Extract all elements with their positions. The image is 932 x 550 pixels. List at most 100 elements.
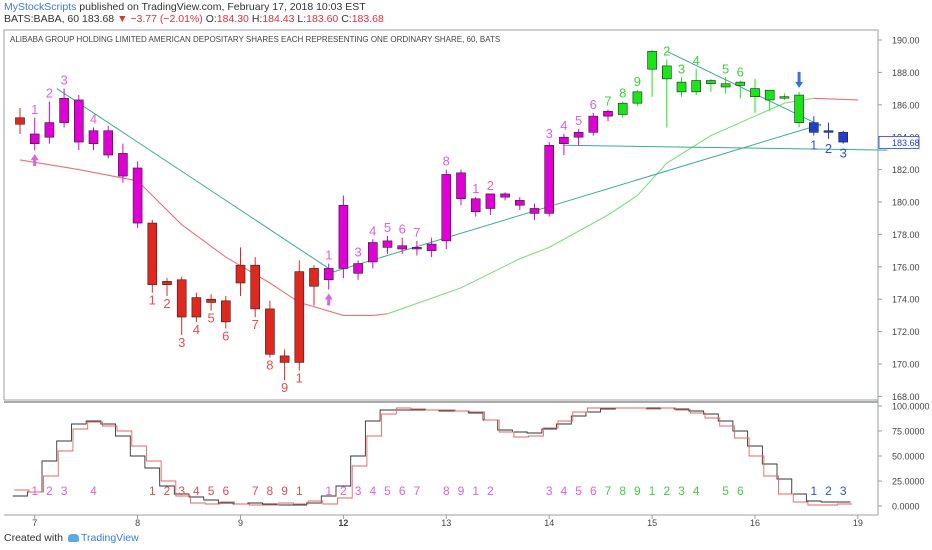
trend-line [56,88,329,269]
setup-count-label: 7 [413,225,420,240]
candle: 7 [412,225,422,256]
osc-count-label: 1 [810,484,817,498]
candle [514,197,525,211]
candle: 2 [44,86,55,144]
osc-count-label: 4 [369,484,376,498]
trend-line [563,144,888,151]
candle: 1 [323,248,334,306]
setup-count-label: 1 [31,102,38,117]
buy-arrow-icon [324,293,333,306]
candle-body [544,145,555,214]
candle-body [603,110,613,117]
candle: 1 [294,260,305,385]
candle [647,49,657,97]
candle: 2 [661,43,672,128]
candle-body [735,81,746,86]
price-tick-label: 178.00 [892,230,920,240]
setup-count-label: 1 [296,370,303,385]
candle [132,161,143,228]
candle-body [838,132,849,143]
candle-body [103,130,113,156]
osc-count-label: 6 [222,484,229,498]
candle-body [323,268,334,281]
candle-body [514,200,525,206]
osc-count-label: 3 [678,484,685,498]
candle: 8 [265,300,275,373]
time-tick-label: 16 [750,518,760,528]
time-tick-label: 19 [853,518,863,528]
osc-count-label: 7 [414,484,421,498]
osc-count-label: 8 [443,484,450,498]
osc-count-label: 2 [164,484,171,498]
setup-count-label: 2 [825,141,832,156]
candle: 5 [206,294,216,326]
osc-count-label: 2 [663,484,670,498]
osc-count-label: 2 [487,484,494,498]
candle [764,89,775,112]
candle [500,192,510,201]
candle-body [15,117,25,125]
publisher-link[interactable]: MyStockScripts [4,1,77,13]
candle-body [250,264,260,310]
candle-body [823,130,834,133]
symbol-info: BATS:BABA, 60 183.68 ▼ −3.77 (−2.01%) O:… [4,13,384,25]
candle-body [147,222,158,285]
candle: 2 [823,122,834,156]
candle: 7 [250,257,260,332]
tradingview-link[interactable]: TradingView [80,532,139,544]
candle-body [412,247,422,250]
osc-tick-label: 50.0000 [892,452,925,462]
osc-count-label: 4 [693,484,700,498]
candle-body [470,198,481,213]
candle-body [529,208,540,214]
candle: 3 [353,244,363,280]
candle [750,78,760,113]
osc-count-label: 6 [399,484,406,498]
candle-body [441,174,452,242]
price-change: ▼ −3.77 (−2.01%) [117,13,203,25]
chart-title: ALIBABA GROUP HOLDING LIMITED AMERICAN D… [10,35,500,44]
oscillator-signal-line [14,407,852,506]
setup-count-label: 6 [222,328,229,343]
osc-count-label: 2 [46,484,53,498]
time-tick-label: 13 [441,518,451,528]
candle [706,78,716,92]
osc-count-label: 1 [472,484,479,498]
setup-count-label: 2 [46,86,53,101]
candle-body [706,80,716,85]
candle-body [691,80,702,93]
osc-count-label: 3 [61,484,68,498]
candle [235,247,246,296]
setup-count-label: 5 [722,61,729,76]
setup-count-label: 4 [693,53,700,68]
candle: 3 [838,130,849,161]
setup-count-label: 4 [369,223,376,238]
osc-count-label: 9 [634,484,641,498]
candle: 4 [367,223,378,269]
setup-count-label: 8 [443,154,450,169]
candle-body [221,300,231,323]
price-tick-label: 174.00 [892,295,920,305]
sell-arrow-icon [795,71,804,88]
osc-tick-label: 25.0000 [892,477,925,487]
candle-body [353,263,363,274]
trend-line [328,123,822,274]
candle: 3 [544,126,555,217]
setup-count-label: 5 [384,220,391,235]
setup-count-label: 6 [399,222,406,237]
candle: 3 [59,73,69,128]
time-tick-label: 8 [135,518,140,528]
setup-count-label: 3 [60,73,67,88]
symbol: BATS:BABA, 60 [4,13,80,25]
osc-count-label: 2 [340,484,347,498]
osc-count-label: 9 [458,484,465,498]
osc-count-label: 1 [296,484,303,498]
setup-count-label: 6 [590,97,597,112]
setup-count-label: 4 [193,322,200,337]
time-tick-label: 15 [647,518,657,528]
high-label: H: [251,13,263,25]
candle-body [265,308,275,355]
candle-body [44,122,55,138]
buy-arrow-icon [30,154,39,167]
